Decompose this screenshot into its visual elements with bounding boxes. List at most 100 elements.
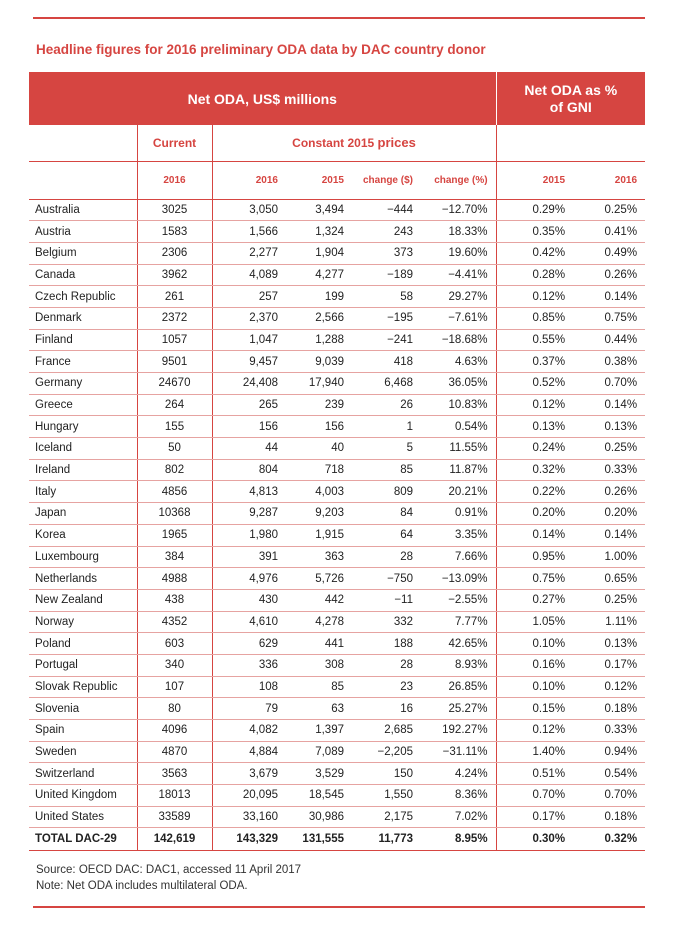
blank-subheader	[29, 125, 137, 162]
table-row: New Zealand 438 430 442 −11 −2.55% 0.27% 0.25%	[29, 589, 646, 612]
constant-2015-cell: 308	[286, 654, 352, 677]
gni-2016-cell: 0.38%	[573, 350, 646, 373]
country-cell: New Zealand	[29, 589, 137, 612]
constant-2016-cell: 2,277	[212, 242, 286, 265]
constant-2015-cell: 18,545	[286, 784, 352, 807]
table-row: France 9501 9,457 9,039 418 4.63% 0.37% 0.38%	[29, 350, 646, 373]
gni-2016-cell: 0.25%	[573, 437, 646, 460]
gni-2016-cell: 0.44%	[573, 329, 646, 352]
country-cell: Japan	[29, 502, 137, 525]
gni-2016-cell: 0.20%	[573, 502, 646, 525]
table-row: Finland 1057 1,047 1,288 −241 −18.68% 0.55% 0.4…	[29, 329, 646, 352]
constant-2015-cell: 3,494	[286, 199, 352, 222]
country-cell: Australia	[29, 199, 137, 222]
table-row: Switzerland 3563 3,679 3,529 150 4.24% 0.51% 0.…	[29, 762, 646, 786]
change-usd-cell: −241	[352, 329, 421, 352]
gni-2016-cell: 0.33%	[573, 719, 646, 742]
current-2016-cell: 264	[136, 394, 213, 417]
current-2016-cell: 1583	[136, 220, 213, 243]
gni-header: Net ODA as % of GNI	[495, 72, 646, 125]
table-row: Spain 4096 4,082 1,397 2,685 192.27% 0.12% 0.33…	[29, 719, 646, 742]
change-usd-cell: 1,550	[352, 784, 421, 807]
table-row: Germany 24670 24,408 17,940 6,468 36.05% 0.52%…	[29, 372, 646, 395]
change-usd-cell: 1	[352, 415, 421, 439]
gni-2015-cell: 1.05%	[495, 611, 574, 634]
country-cell: Denmark	[29, 307, 137, 330]
gni-2016-cell: 0.12%	[573, 676, 646, 699]
change-pct-cell: 20.21%	[421, 480, 497, 504]
gni-2016-cell: 0.25%	[573, 199, 646, 222]
change-pct-cell: −31.11%	[421, 741, 497, 764]
gni-2015-cell: 1.40%	[495, 741, 574, 764]
subheader-row: Current Constant 2015 prices	[29, 125, 646, 162]
gni-2016-cell: 0.70%	[573, 784, 646, 807]
constant-2016-cell: 391	[212, 546, 286, 569]
change-pct-cell: 8.36%	[421, 784, 497, 807]
current-2016-cell: 107	[136, 676, 213, 699]
oda-note: Note: Net ODA includes multilateral ODA.	[36, 880, 248, 892]
gni-2015-cell: 0.15%	[495, 697, 574, 720]
country-cell: Italy	[29, 480, 137, 504]
gni-2016-cell: 0.25%	[573, 589, 646, 612]
change-usd-cell: 28	[352, 654, 421, 677]
year-constant-2015: 2015	[286, 161, 352, 200]
change-usd-cell: 332	[352, 611, 421, 634]
country-cell: Korea	[29, 524, 137, 547]
gni-2015-cell: 0.30%	[495, 827, 574, 852]
change-pct-cell: −7.61%	[421, 307, 497, 330]
constant-2016-cell: 1,980	[212, 524, 286, 547]
table-row: United States 33589 33,160 30,986 2,175 7.02%…	[29, 806, 646, 829]
constant-2016-cell: 1,047	[212, 329, 286, 352]
change-pct-cell: −13.09%	[421, 567, 497, 590]
notes: Source: OECD DAC: DAC1, accessed 11 Apri…	[36, 862, 301, 894]
constant-2016-cell: 79	[212, 697, 286, 720]
gni-subheader	[495, 125, 646, 162]
blank-years	[29, 161, 137, 200]
constant-2015-cell: 199	[286, 285, 352, 308]
gni-2015-cell: 0.52%	[495, 372, 574, 395]
current-2016-cell: 3025	[136, 199, 213, 222]
constant-2015-cell: 442	[286, 589, 352, 612]
constant-2016-cell: 44	[212, 437, 286, 460]
constant-2016-cell: 9,287	[212, 502, 286, 525]
change-usd-cell: 58	[352, 285, 421, 308]
country-cell: Sweden	[29, 741, 137, 764]
constant-2015-cell: 441	[286, 632, 352, 655]
gni-2015-cell: 0.12%	[495, 285, 574, 308]
gni-2015-cell: 0.20%	[495, 502, 574, 525]
current-2016-cell: 2306	[136, 242, 213, 265]
gni-2016-cell: 0.13%	[573, 632, 646, 655]
table-row: Poland 603 629 441 188 42.65% 0.10% 0.13%	[29, 632, 646, 655]
current-header: Current	[136, 125, 213, 162]
country-cell: Austria	[29, 220, 137, 243]
constant-2016-cell: 33,160	[212, 806, 286, 829]
gni-2016-cell: 1.11%	[573, 611, 646, 634]
top-rule	[33, 17, 645, 19]
gni-2016-cell: 0.65%	[573, 567, 646, 590]
table-row: Norway 4352 4,610 4,278 332 7.77% 1.05% 1.11%	[29, 611, 646, 634]
change-pct-cell: 0.91%	[421, 502, 497, 525]
change-pct-cell: 0.54%	[421, 415, 497, 439]
change-pct-cell: −18.68%	[421, 329, 497, 352]
change-usd-cell: 6,468	[352, 372, 421, 395]
bottom-rule	[33, 906, 645, 908]
table-row: Slovak Republic 107 108 85 23 26.85% 0.10% 0.12…	[29, 676, 646, 699]
gni-header-line1: Net ODA as %	[524, 81, 618, 98]
constant-2015-cell: 1,397	[286, 719, 352, 742]
current-2016-cell: 155	[136, 415, 213, 439]
table-row: United Kingdom 18013 20,095 18,545 1,550 8.36…	[29, 784, 646, 807]
change-usd-cell: 809	[352, 480, 421, 504]
current-2016-cell: 1057	[136, 329, 213, 352]
country-cell: Netherlands	[29, 567, 137, 590]
change-usd-cell: 150	[352, 762, 421, 786]
country-cell: Ireland	[29, 459, 137, 482]
current-2016-cell: 4856	[136, 480, 213, 504]
constant-2016-cell: 430	[212, 589, 286, 612]
table-row: Ireland 802 804 718 85 11.87% 0.32% 0.33%	[29, 459, 646, 482]
table-row: Iceland 50 44 40 5 11.55% 0.24% 0.25%	[29, 437, 646, 460]
change-usd-cell: 23	[352, 676, 421, 699]
year-current-2016: 2016	[136, 161, 213, 200]
constant-2016-cell: 804	[212, 459, 286, 482]
constant-2016-cell: 20,095	[212, 784, 286, 807]
country-cell: Spain	[29, 719, 137, 742]
